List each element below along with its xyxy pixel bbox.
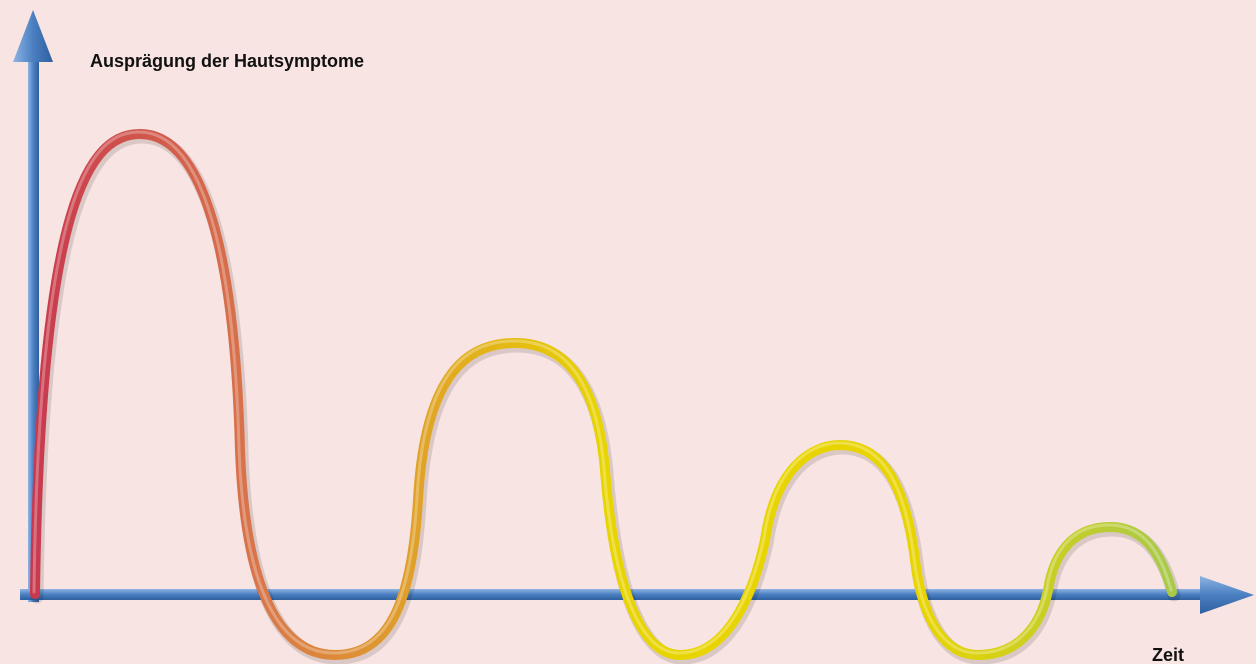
y-axis-label: Ausprägung der Hautsymptome <box>90 51 364 71</box>
x-axis-shaft <box>20 589 1220 600</box>
symptom-curve-highlight <box>32 130 1173 655</box>
x-axis <box>20 576 1254 614</box>
symptom-curve <box>30 128 1177 661</box>
y-axis-arrowhead <box>13 10 53 62</box>
y-axis <box>13 10 53 602</box>
x-axis-arrowhead <box>1200 576 1254 614</box>
y-axis-shaft <box>28 52 39 602</box>
x-axis-label: Zeit <box>1152 645 1184 664</box>
